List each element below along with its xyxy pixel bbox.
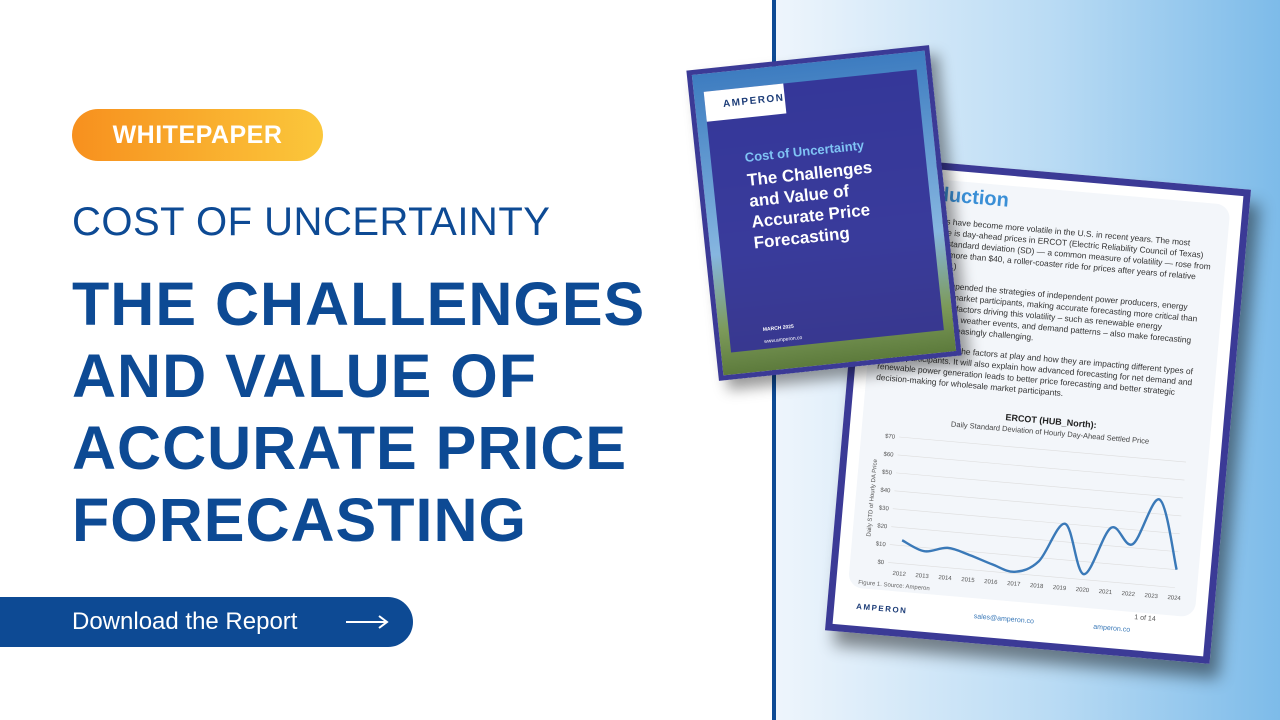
footer-email: sales@amperon.co (973, 613, 1035, 626)
x-tick-label: 2024 (1167, 595, 1181, 602)
badge: WHITEPAPER (72, 109, 323, 161)
y-tick-label: $60 (883, 452, 894, 459)
footer-web: amperon.co (1092, 623, 1131, 634)
headline-line: THE CHALLENGES (72, 270, 646, 338)
headline-line: ACCURATE PRICE (72, 414, 628, 482)
y-tick-label: $20 (877, 523, 888, 530)
headline-line: FORECASTING (72, 486, 527, 554)
x-tick-label: 2015 (961, 577, 975, 584)
grid-line (894, 490, 1182, 517)
arrow-icon (346, 615, 389, 629)
y-tick-label: $50 (882, 470, 893, 477)
headline-line: AND VALUE OF (72, 342, 537, 410)
x-tick-label: 2023 (1144, 593, 1158, 600)
grid-line (895, 472, 1183, 499)
x-tick-label: 2021 (1098, 589, 1112, 596)
cover-title: The Challenges and Value of Accurate Pri… (746, 157, 874, 253)
y-tick-label: $30 (879, 506, 890, 513)
x-tick-label: 2014 (938, 575, 952, 582)
x-tick-label: 2019 (1053, 585, 1067, 592)
grid-line (892, 508, 1180, 535)
x-tick-label: 2016 (984, 579, 998, 586)
x-tick-label: 2012 (892, 571, 906, 578)
x-tick-label: 2018 (1030, 583, 1044, 590)
x-tick-label: 2017 (1007, 581, 1021, 588)
grid-line (899, 436, 1187, 463)
cover-logo: AMPERON (703, 83, 787, 122)
y-tick-label: $40 (880, 488, 891, 495)
cover-url: www.amperon.co (763, 334, 803, 345)
grid-line (888, 562, 1176, 588)
x-tick-label: 2013 (915, 573, 929, 580)
y-tick-label: $0 (877, 560, 885, 567)
page-number: 1 of 14 (1133, 614, 1156, 624)
y-tick-label: $70 (885, 434, 896, 441)
data-line (901, 498, 1178, 576)
x-tick-label: 2022 (1121, 591, 1135, 598)
headline: THE CHALLENGES AND VALUE OF ACCURATE PRI… (72, 268, 645, 556)
chart: ERCOT (HUB_North):Daily Standard Deviati… (858, 412, 1187, 602)
report-cover: AMPERON Cost of Uncertainty The Challeng… (686, 45, 962, 381)
y-tick-label: $10 (875, 541, 886, 548)
grid-line (897, 454, 1185, 481)
kicker: COST OF UNCERTAINTY (72, 200, 551, 244)
cta-label: Download the Report (72, 608, 298, 635)
report-page: Introduction Electricity prices have bec… (824, 156, 1252, 664)
grid-line (891, 526, 1179, 553)
cta-button[interactable]: Download the Report (0, 597, 413, 647)
cover-date: MARCH 2025 (762, 323, 795, 334)
footer-brand: AMPERON (855, 601, 908, 616)
cover-panel: AMPERON Cost of Uncertainty The Challeng… (703, 69, 944, 353)
x-tick-label: 2020 (1076, 587, 1090, 594)
